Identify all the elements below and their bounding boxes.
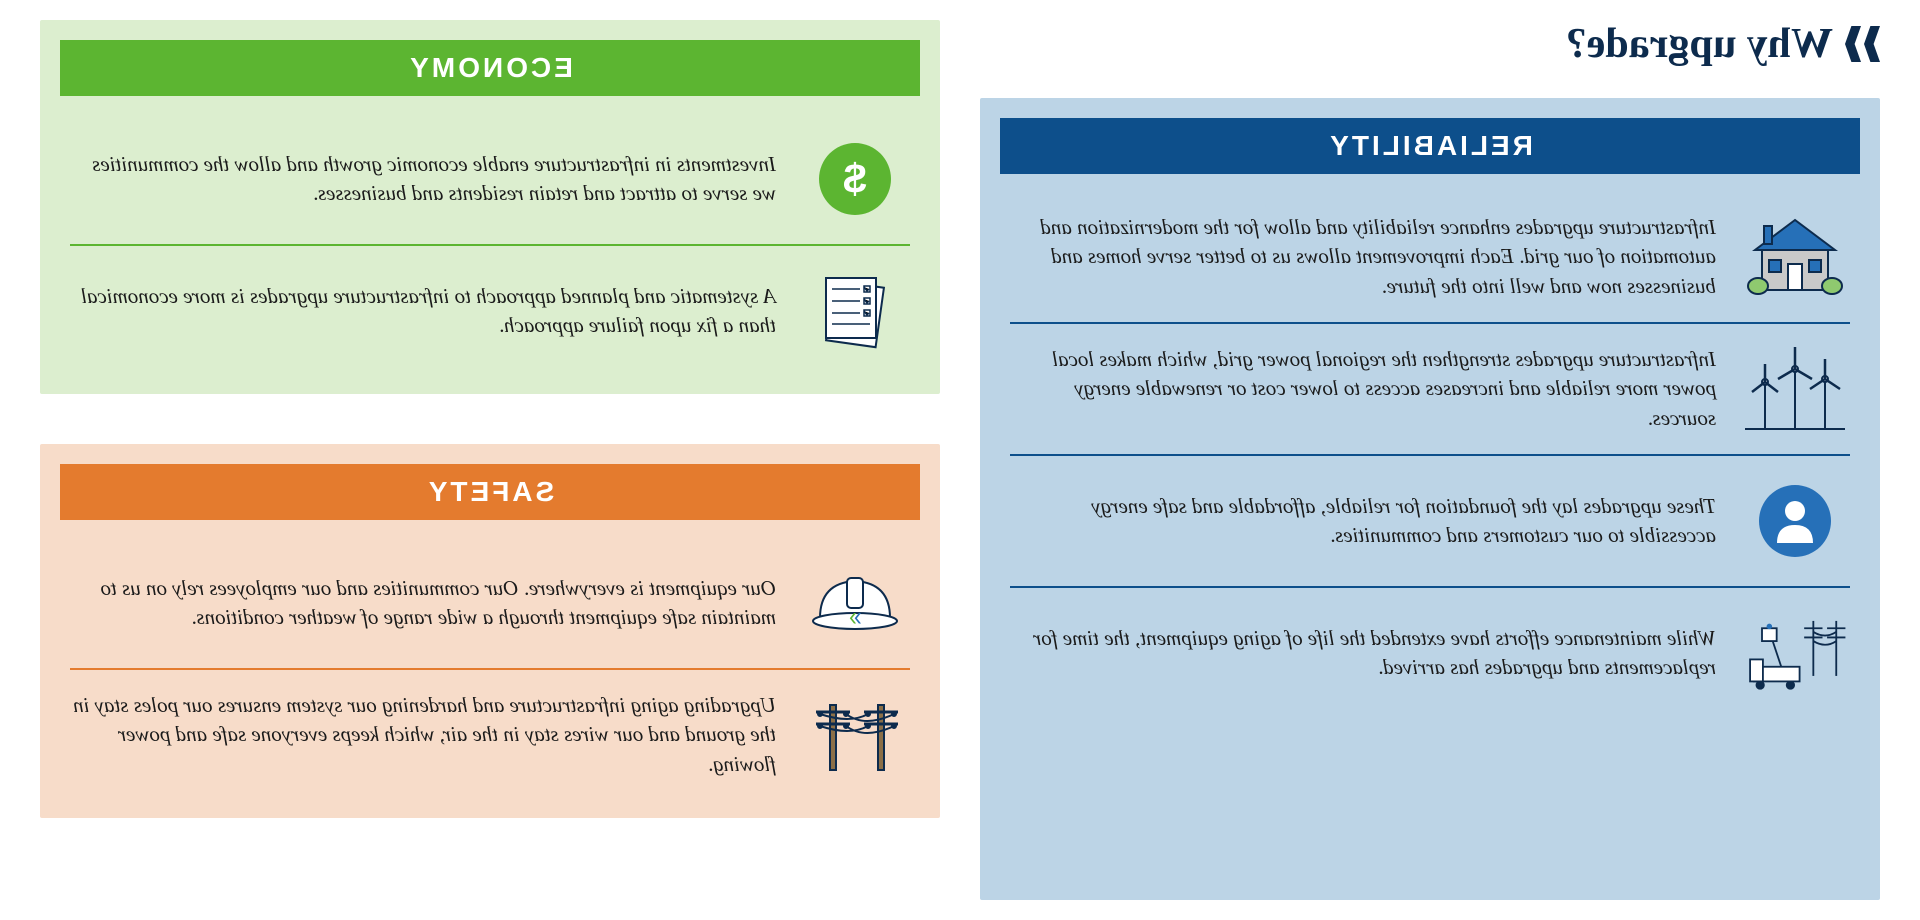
title-text: Why upgrade?	[1566, 20, 1833, 68]
reliability-header: RELIABILITY	[1000, 118, 1860, 174]
svg-text:$: $	[843, 155, 866, 202]
economy-header: ECONOMY	[60, 40, 920, 96]
safety-item: Our equipment is everywhere. Our communi…	[70, 538, 910, 670]
item-text: Infrastructure upgrades enhance reliabil…	[1010, 213, 1716, 301]
hardhat-icon	[800, 558, 910, 648]
person-circle-icon	[1740, 476, 1850, 566]
economy-item: $ Investments in infrastructure enable e…	[70, 114, 910, 246]
power-lines-icon	[800, 690, 910, 780]
item-text: Infrastructure upgrades strengthen the r…	[1010, 345, 1716, 433]
economy-item: A systematic and planned approach to inf…	[70, 246, 910, 376]
reliability-item: While maintenance efforts have extended …	[1010, 588, 1850, 718]
item-text: A systematic and planned approach to inf…	[70, 282, 776, 341]
economy-body: $ Investments in infrastructure enable e…	[40, 96, 940, 394]
item-text: Investments in infrastructure enable eco…	[70, 150, 776, 209]
reliability-item: These upgrades lay the foundation for re…	[1010, 456, 1850, 588]
item-text: These upgrades lay the foundation for re…	[1010, 492, 1716, 551]
page-title: Why upgrade?	[980, 20, 1880, 68]
safety-header: SAFETY	[60, 464, 920, 520]
house-icon	[1740, 212, 1850, 302]
item-text: Our equipment is everywhere. Our communi…	[70, 574, 776, 633]
checklist-icon	[800, 266, 910, 356]
safety-panel: SAFETY Our equip	[40, 444, 940, 818]
utility-truck-icon	[1740, 608, 1850, 698]
item-text: While maintenance efforts have extended …	[1010, 624, 1716, 683]
left-column: Why upgrade? RELIABILITY	[980, 20, 1880, 900]
reliability-panel: RELIABILITY	[980, 98, 1880, 900]
reliability-item: Infrastructure upgrades enhance reliabil…	[1010, 192, 1850, 324]
economy-panel: ECONOMY $ Investments in infrastructure …	[40, 20, 940, 394]
safety-body: Our equipment is everywhere. Our communi…	[40, 520, 940, 818]
item-text: Upgrading aging infrastructure and harde…	[70, 691, 776, 779]
reliability-body: Infrastructure upgrades enhance reliabil…	[980, 174, 1880, 736]
right-column: ECONOMY $ Investments in infrastructure …	[40, 20, 940, 900]
infographic-container: Why upgrade? RELIABILITY	[40, 20, 1880, 900]
wind-turbines-icon	[1740, 344, 1850, 434]
logo-icon	[1845, 26, 1880, 62]
dollar-circle-icon: $	[800, 134, 910, 224]
safety-item: Upgrading aging infrastructure and harde…	[70, 670, 910, 800]
reliability-item: Infrastructure upgrades strengthen the r…	[1010, 324, 1850, 456]
